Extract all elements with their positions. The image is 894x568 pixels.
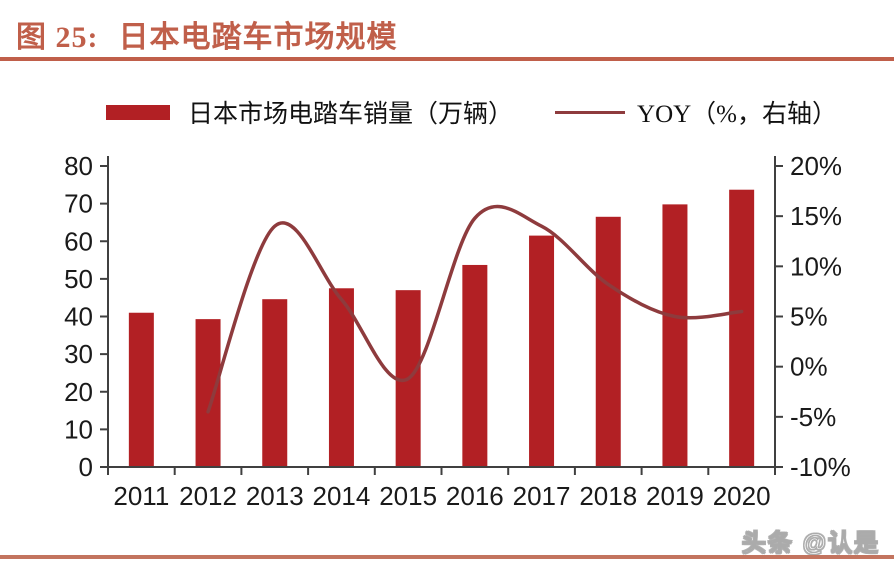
chart-legend: 日本市场电踏车销量（万辆） YOY（%，右轴） [106, 94, 837, 130]
right-tick-label: 5% [790, 302, 828, 332]
bottom-divider [0, 555, 894, 559]
title-underline [0, 57, 894, 61]
left-tick-label: 40 [64, 302, 93, 332]
x-tick-label: 2011 [113, 481, 169, 511]
figure-title-row: 图 25: 日本电踏车市场规模 [16, 12, 398, 56]
bar-2014 [328, 288, 354, 467]
right-tick-label: 15% [790, 201, 842, 231]
right-tick-label: -5% [790, 402, 836, 432]
bar-series-label: 日本市场电踏车销量（万辆） [188, 101, 514, 128]
right-tick-label: 10% [790, 251, 842, 281]
bar-2016 [462, 264, 488, 467]
left-tick-label: 0 [79, 452, 93, 482]
x-tick-label: 2015 [379, 481, 437, 511]
right-tick-label: 0% [790, 352, 828, 382]
left-tick-label: 80 [64, 151, 93, 181]
bar-2019 [662, 204, 688, 467]
line-series-label: YOY（%，右轴） [637, 101, 838, 128]
figure-label: 图 25: [16, 21, 99, 54]
yoy-line [206, 204, 744, 414]
x-tick-label: 2018 [579, 481, 637, 511]
right-tick-label: -10% [790, 452, 851, 482]
x-tick-label: 2017 [513, 481, 571, 511]
x-tick-label: 2020 [713, 481, 771, 511]
left-tick-label: 30 [64, 339, 93, 369]
x-tick-label: 2012 [179, 481, 237, 511]
bar-series-swatch-icon [106, 104, 170, 120]
page-title: 日本电踏车市场规模 [118, 21, 398, 54]
left-tick-label: 10 [64, 414, 93, 444]
bar-2017 [529, 235, 555, 467]
x-tick-label: 2019 [646, 481, 704, 511]
x-tick-label: 2013 [246, 481, 304, 511]
left-tick-label: 70 [64, 189, 93, 219]
bar-line-chart: 0 10 20 30 40 50 60 70 80 -10% -5% 0% 5% 10% 15% 20% 201… [64, 151, 851, 511]
left-tick-label: 20 [64, 377, 93, 407]
right-tick-label: 20% [790, 151, 842, 181]
x-tick-label: 2014 [313, 481, 371, 511]
bar-2013 [262, 299, 288, 467]
line-series-swatch-icon [555, 110, 626, 114]
watermark: 头条 @认是 [741, 530, 880, 558]
x-tick-label: 2016 [446, 481, 504, 511]
bar-2012 [195, 319, 221, 467]
bar-2011 [128, 312, 154, 467]
left-tick-label: 50 [64, 264, 93, 294]
left-tick-label: 60 [64, 226, 93, 256]
bar-2020 [729, 189, 755, 468]
bar-2018 [595, 216, 621, 467]
